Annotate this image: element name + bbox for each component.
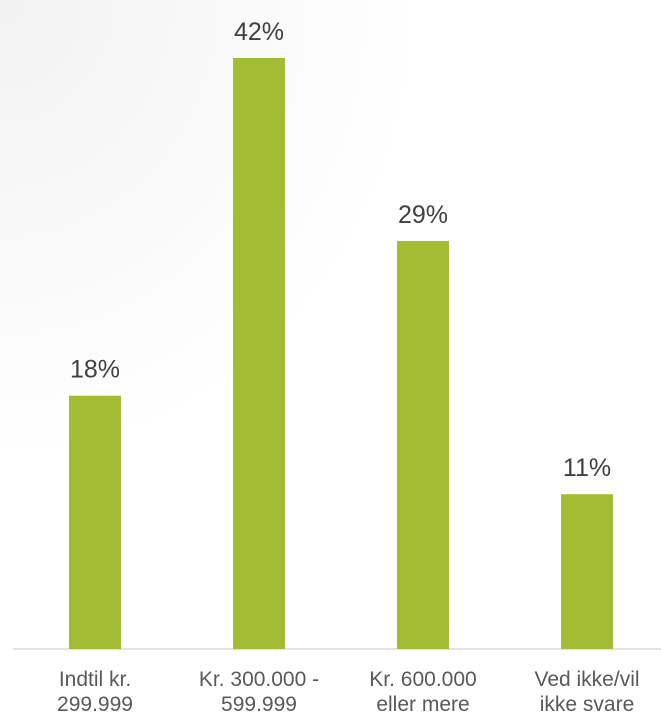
bar-3 xyxy=(397,240,449,649)
data-label-2: 42% xyxy=(234,18,284,46)
category-label-2-line-1: Kr. 300.000 - xyxy=(199,668,319,691)
bar-2 xyxy=(233,58,285,649)
data-label-4: 11% xyxy=(563,454,611,482)
category-label-1-line-2: 299.999 xyxy=(57,693,133,716)
category-label-1-line-1: Indtil kr. xyxy=(59,668,131,691)
data-label-3: 29% xyxy=(398,201,448,229)
category-label-3-line-1: Kr. 600.000 xyxy=(369,668,476,691)
bar-1 xyxy=(69,395,121,649)
category-label-4-line-2: ikke svare xyxy=(540,693,635,716)
category-label-3-line-2: eller mere xyxy=(376,693,469,716)
category-label-2-line-2: 599.999 xyxy=(221,693,297,716)
category-label-4-line-1: Ved ikke/vil xyxy=(534,668,639,691)
bar-4 xyxy=(561,494,613,649)
data-label-1: 18% xyxy=(70,356,120,384)
